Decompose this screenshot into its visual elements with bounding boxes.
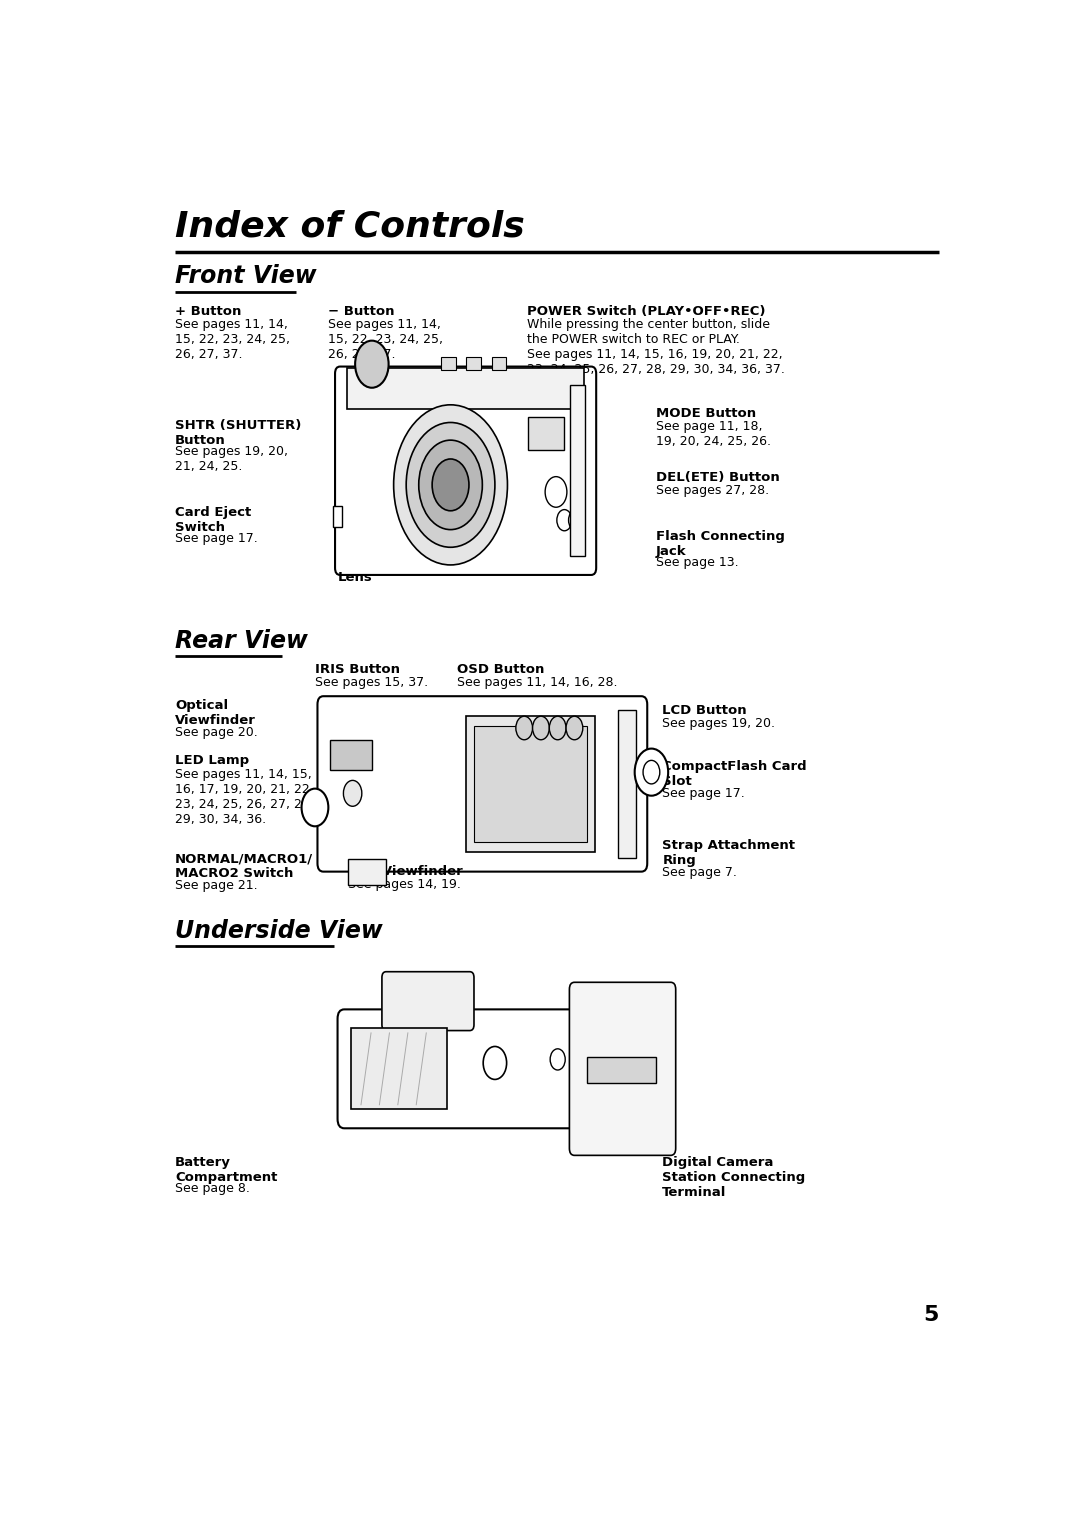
Circle shape	[432, 459, 469, 511]
Text: Digital Camera
Station Connecting
Terminal: Digital Camera Station Connecting Termin…	[662, 1156, 806, 1199]
Circle shape	[483, 1046, 507, 1079]
Text: See page 7.: See page 7.	[662, 865, 738, 879]
Text: LED Lamp: LED Lamp	[175, 754, 249, 768]
Bar	[334, 506, 341, 528]
Text: Flash Connecting
Jack: Flash Connecting Jack	[656, 529, 784, 558]
Circle shape	[516, 716, 532, 740]
Text: 5: 5	[923, 1306, 939, 1326]
Circle shape	[419, 440, 483, 529]
Text: Underside View: Underside View	[175, 919, 383, 943]
FancyBboxPatch shape	[318, 696, 647, 872]
Text: See page 21.: See page 21.	[175, 879, 258, 891]
Bar	[491, 358, 505, 370]
Circle shape	[566, 716, 583, 740]
Bar	[465, 716, 595, 852]
Text: IRIS Button: IRIS Button	[315, 662, 400, 676]
Text: See pages 11, 14, 15,
16, 17, 19, 20, 21, 22,
23, 24, 25, 26, 27, 28,
29, 30, 34: See pages 11, 14, 15, 16, 17, 19, 20, 21…	[175, 768, 314, 826]
Circle shape	[557, 509, 572, 531]
Text: Rear View: Rear View	[175, 628, 308, 653]
Text: Optical
Viewfinder: Optical Viewfinder	[175, 699, 256, 728]
Circle shape	[643, 760, 660, 784]
Text: − Button: − Button	[327, 304, 394, 318]
Bar	[351, 1027, 447, 1110]
Text: SHTR (SHUTTER)
Button: SHTR (SHUTTER) Button	[175, 419, 301, 446]
FancyBboxPatch shape	[569, 982, 676, 1156]
Text: See page 17.: See page 17.	[175, 532, 258, 546]
Text: See page 17.: See page 17.	[662, 787, 745, 800]
FancyBboxPatch shape	[338, 1009, 652, 1128]
Bar	[618, 711, 636, 858]
FancyBboxPatch shape	[382, 972, 474, 1031]
Circle shape	[301, 789, 328, 826]
Circle shape	[406, 422, 495, 547]
Circle shape	[545, 477, 567, 508]
Text: Front View: Front View	[175, 263, 316, 287]
Text: MODE Button: MODE Button	[656, 407, 756, 420]
Circle shape	[635, 749, 669, 795]
Text: See pages 11, 14,
15, 22, 23, 24, 25,
26, 27, 37.: See pages 11, 14, 15, 22, 23, 24, 25, 26…	[175, 318, 291, 361]
Bar	[442, 358, 456, 370]
Circle shape	[343, 780, 362, 806]
FancyBboxPatch shape	[335, 367, 596, 575]
Text: See pages 19, 20,
21, 24, 25.: See pages 19, 20, 21, 24, 25.	[175, 445, 288, 474]
Bar	[588, 1057, 656, 1083]
Circle shape	[550, 1049, 565, 1070]
Text: See page 20.: See page 20.	[175, 726, 258, 739]
Bar	[570, 385, 585, 557]
Text: + Button: + Button	[175, 304, 242, 318]
Text: While pressing the center button, slide
the POWER switch to REC or PLAY.
See pag: While pressing the center button, slide …	[527, 318, 784, 376]
Text: See page 8.: See page 8.	[175, 1182, 251, 1196]
Text: Index of Controls: Index of Controls	[175, 209, 525, 243]
Circle shape	[532, 716, 550, 740]
Circle shape	[568, 509, 583, 531]
Text: Card Eject
Switch: Card Eject Switch	[175, 506, 252, 534]
Text: Lens: Lens	[338, 570, 373, 584]
Text: CompactFlash Card
Slot: CompactFlash Card Slot	[662, 760, 807, 789]
Text: LCD Button: LCD Button	[662, 703, 747, 717]
Text: See pages 15, 37.: See pages 15, 37.	[315, 676, 428, 690]
Text: POWER Switch (PLAY•OFF•REC): POWER Switch (PLAY•OFF•REC)	[527, 304, 766, 318]
Text: Strap Attachment
Ring: Strap Attachment Ring	[662, 839, 795, 867]
Bar	[330, 740, 372, 769]
Text: DEL(ETE) Button: DEL(ETE) Button	[656, 471, 780, 483]
Text: LCD Viewfinder: LCD Viewfinder	[349, 865, 463, 878]
Bar	[474, 726, 588, 842]
Text: NORMAL/MACRO1/
MACRO2 Switch: NORMAL/MACRO1/ MACRO2 Switch	[175, 852, 313, 881]
Text: See pages 27, 28.: See pages 27, 28.	[656, 485, 769, 497]
Text: See pages 14, 19.: See pages 14, 19.	[349, 878, 461, 891]
Text: See pages 19, 20.: See pages 19, 20.	[662, 717, 775, 729]
Text: OSD Button: OSD Button	[457, 662, 544, 676]
Bar	[528, 416, 564, 450]
Circle shape	[550, 716, 566, 740]
Bar	[467, 358, 481, 370]
Bar	[347, 368, 584, 408]
Text: See page 11, 18,
19, 20, 24, 25, 26.: See page 11, 18, 19, 20, 24, 25, 26.	[656, 420, 771, 448]
Text: See pages 11, 14,
15, 22, 23, 24, 25,
26, 27, 37.: See pages 11, 14, 15, 22, 23, 24, 25, 26…	[327, 318, 443, 361]
Bar	[349, 859, 387, 885]
Text: See pages 11, 14, 16, 28.: See pages 11, 14, 16, 28.	[457, 676, 618, 690]
Text: Battery
Compartment: Battery Compartment	[175, 1156, 278, 1183]
Text: See page 13.: See page 13.	[656, 557, 739, 569]
Circle shape	[355, 341, 389, 388]
Circle shape	[393, 405, 508, 564]
